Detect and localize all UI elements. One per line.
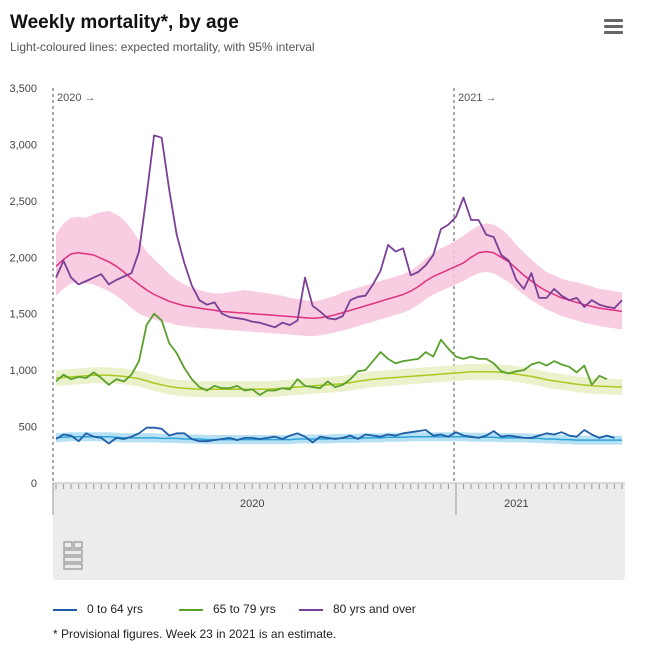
y-tick-label-4: 2,000 (9, 252, 37, 264)
legend-item-mid[interactable]: 65 to 79 yrs (179, 602, 276, 616)
legend-swatch-mid (179, 608, 203, 611)
legend-label-young: 0 to 64 yrs (87, 602, 144, 616)
series-line-80-plus (55, 134, 623, 329)
legend-item-old[interactable]: 80 yrs and over (299, 602, 416, 616)
legend-label-old: 80 yrs and over (333, 602, 416, 616)
footnote: * Provisional figures. Week 23 in 2021 i… (53, 627, 337, 641)
y-tick-label-0: 0 (31, 478, 37, 490)
cbs-logo-part-4 (63, 563, 83, 570)
cbs-logo-part-3 (63, 556, 83, 563)
chart-subtitle: Light-coloured lines: expected mortality… (10, 40, 315, 54)
y-tick-label-3: 1,500 (9, 309, 37, 321)
cbs-logo-icon (63, 541, 83, 570)
y-tick-label-2: 1,000 (9, 365, 37, 377)
legend-label-mid: 65 to 79 yrs (213, 602, 276, 616)
cbs-logo-part-1 (73, 541, 83, 549)
series-line-65-79 (55, 312, 608, 396)
band-80-plus (56, 211, 622, 337)
y-tick-label-1: 500 (19, 422, 37, 434)
x-tick-label-1: 2021 (504, 498, 528, 510)
expected-line-80-plus (55, 250, 623, 319)
chart-title: Weekly mortality*, by age (10, 12, 239, 33)
legend-swatch-old (299, 608, 323, 611)
y-tick-label-6: 3,000 (9, 139, 37, 151)
hamburger-menu-icon[interactable] (604, 19, 623, 34)
year-marker-label-1: 2021 → (458, 92, 497, 104)
legend-swatch-young (53, 608, 77, 611)
band-65-79 (56, 363, 622, 398)
x-tick-label-0: 2020 (240, 498, 264, 510)
series-line-0-64 (55, 426, 615, 445)
expected-line-65-79 (55, 371, 623, 391)
y-tick-label-5: 2,500 (9, 196, 37, 208)
y-tick-label-7: 3,500 (9, 83, 37, 95)
x-axis-band (53, 483, 625, 515)
mortality-chart: 2020 → 2021 → 0 500 1,000 1,500 2,000 2,500 3,00… (9, 83, 625, 580)
cbs-logo-part-2 (63, 549, 83, 556)
cbs-logo-part-0 (63, 541, 73, 549)
legend-item-young[interactable]: 0 to 64 yrs (53, 602, 143, 616)
year-marker-label-0: 2020 → (57, 92, 96, 104)
